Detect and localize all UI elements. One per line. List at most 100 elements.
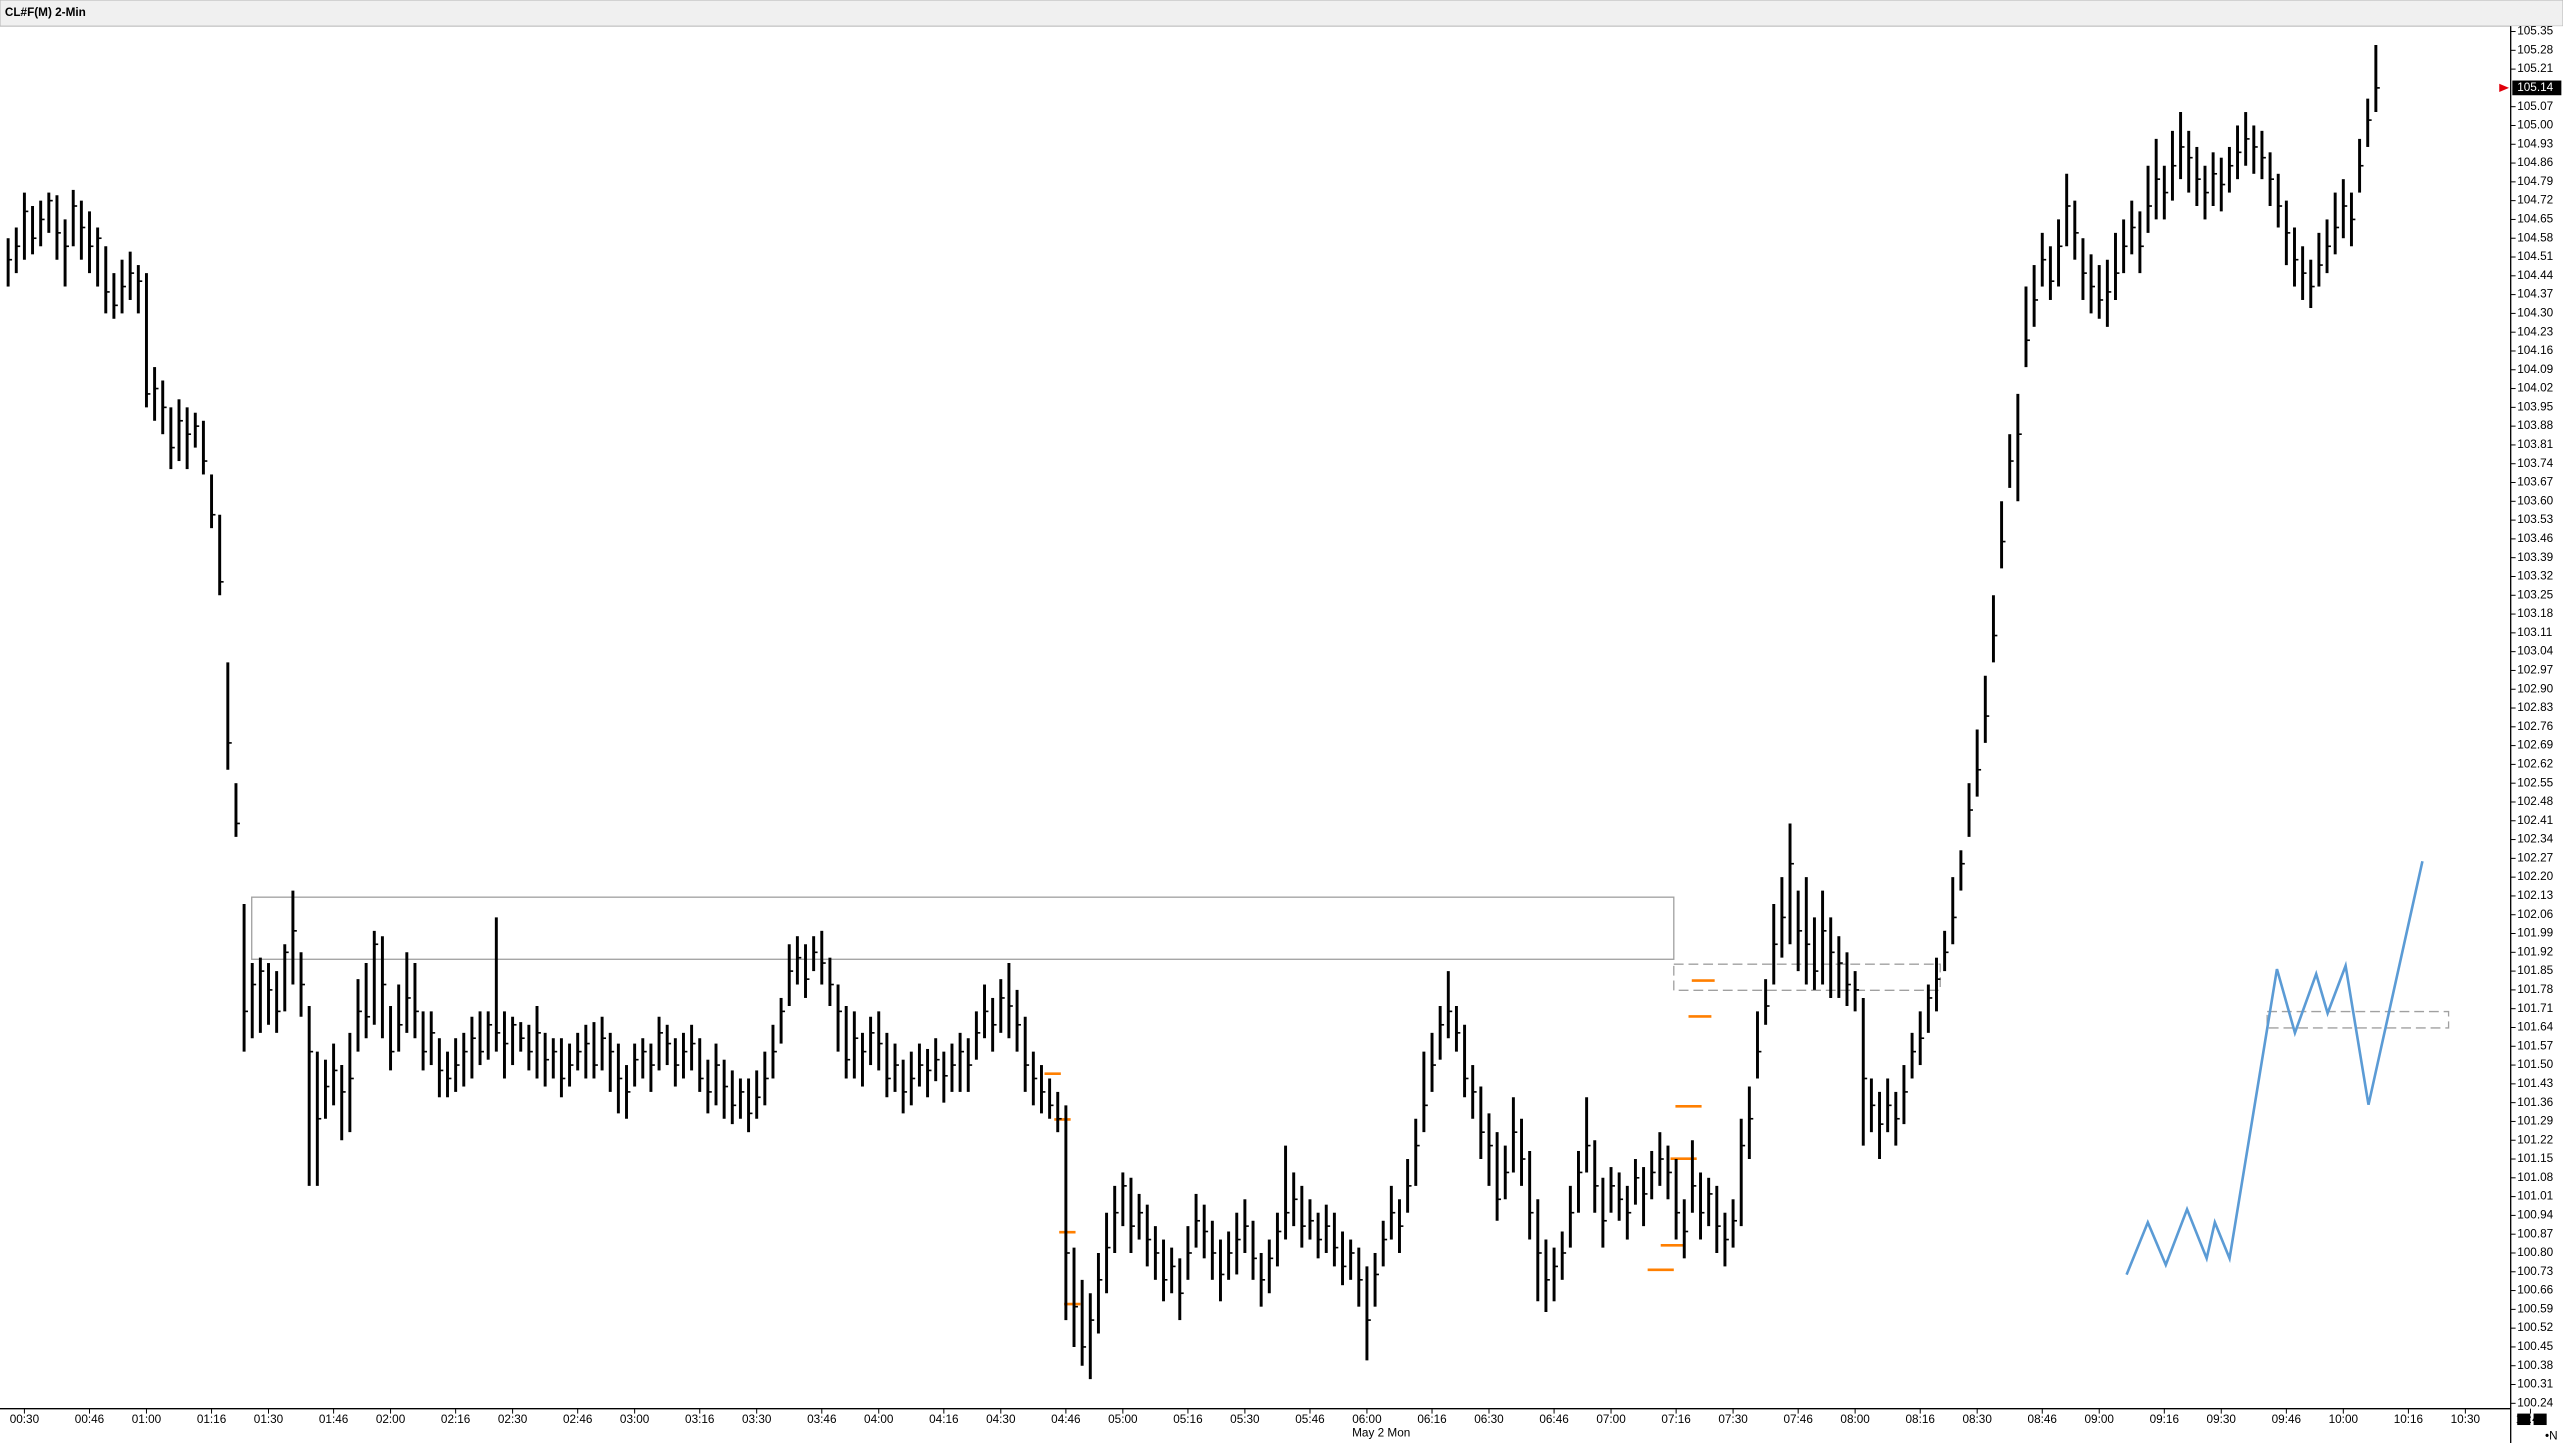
y-tick-label: 104.58 (2517, 231, 2553, 244)
chart-title: CL#F(M) 2-Min (5, 6, 86, 19)
x-tick-label: 07:46 (1783, 1413, 1813, 1426)
last-price-label: 105.14 (2517, 81, 2553, 94)
y-tick-label: 103.11 (2517, 626, 2552, 639)
y-tick-label: 103.53 (2517, 513, 2553, 526)
y-tick-label: 100.52 (2517, 1321, 2553, 1334)
x-tick-label: 01:00 (132, 1413, 162, 1426)
y-tick-label: 102.34 (2517, 833, 2553, 846)
scroll-button[interactable] (2533, 1413, 2547, 1426)
x-tick-label: 08:30 (1962, 1413, 1992, 1426)
projection-path (2125, 860, 2424, 1276)
x-tick-label: 02:00 (376, 1413, 406, 1426)
axes: 105.35 105.28 105.21 105.07 105.00 104.93 104.… (10, 25, 2562, 1426)
x-tick-label: 02:16 (441, 1413, 471, 1426)
y-tick-label: 103.95 (2517, 400, 2553, 413)
y-tick-label: 102.48 (2517, 795, 2553, 808)
y-tick-label: 103.46 (2517, 532, 2553, 545)
y-tick-label: 104.02 (2517, 382, 2553, 395)
y-tick-label: 103.18 (2517, 607, 2553, 620)
x-tick-label: 08:16 (1906, 1413, 1936, 1426)
x-tick-label: 00:30 (10, 1413, 40, 1426)
x-tick-label: 06:16 (1417, 1413, 1447, 1426)
y-tick-label: 101.50 (2517, 1058, 2553, 1071)
y-tick-label: 101.57 (2517, 1039, 2553, 1052)
y-tick-label: 101.64 (2517, 1021, 2553, 1034)
price-bars (6, 44, 2380, 1380)
x-tick-label: 04:30 (986, 1413, 1016, 1426)
zone-box (251, 896, 1675, 960)
y-tick-label: 101.85 (2517, 964, 2553, 977)
x-tick-label: 03:16 (685, 1413, 715, 1426)
y-tick-label: 101.43 (2517, 1077, 2553, 1090)
zone-box-dashed (2266, 1010, 2450, 1029)
y-tick-label: 103.25 (2517, 588, 2553, 601)
y-tick-label: 103.04 (2517, 645, 2553, 658)
y-tick-label: 102.90 (2517, 682, 2553, 695)
y-tick-label: 100.94 (2517, 1209, 2553, 1222)
x-tick-label: 07:30 (1718, 1413, 1748, 1426)
corner-label: •N (2545, 1430, 2558, 1443)
y-tick-label: 104.09 (2517, 363, 2553, 376)
y-tick-label: 105.07 (2517, 100, 2553, 113)
x-tick-label: 03:00 (620, 1413, 650, 1426)
x-tick-label: 04:16 (929, 1413, 959, 1426)
x-tick-label: 05:00 (1108, 1413, 1138, 1426)
y-tick-label: 101.78 (2517, 983, 2553, 996)
y-tick-label: 102.06 (2517, 908, 2553, 921)
y-tick-label: 102.76 (2517, 720, 2553, 733)
price-axis-panel (2510, 26, 2563, 1443)
y-tick-label: 104.65 (2517, 213, 2553, 226)
y-tick-label: 102.41 (2517, 814, 2553, 827)
y-tick-label: 104.16 (2517, 344, 2553, 357)
y-tick-label: 101.71 (2517, 1002, 2553, 1015)
y-tick-label: 103.88 (2517, 419, 2553, 432)
x-tick-label: 10:16 (2394, 1413, 2424, 1426)
y-tick-label: 101.99 (2517, 927, 2553, 940)
y-tick-label: 102.55 (2517, 776, 2553, 789)
y-tick-label: 101.22 (2517, 1133, 2553, 1146)
y-tick-label: 101.29 (2517, 1115, 2553, 1128)
x-tick-label: 10:30 (2451, 1413, 2481, 1426)
x-tick-label: 06:30 (1474, 1413, 1504, 1426)
y-tick-label: 100.59 (2517, 1302, 2553, 1315)
date-label: May 2 Mon (1352, 1426, 1410, 1439)
y-tick-label: 100.87 (2517, 1227, 2553, 1240)
x-tick-label: 06:00 (1352, 1413, 1382, 1426)
y-tick-label: 102.20 (2517, 870, 2553, 883)
y-tick-label: 103.81 (2517, 438, 2553, 451)
y-tick-label: 104.93 (2517, 137, 2553, 150)
x-tick-label: 05:46 (1295, 1413, 1325, 1426)
y-tick-label: 100.66 (2517, 1284, 2553, 1297)
x-tick-label: 04:00 (864, 1413, 894, 1426)
x-tick-label: 09:00 (2085, 1413, 2115, 1426)
level-marks (1044, 979, 1715, 1306)
x-tick-label: 02:46 (563, 1413, 593, 1426)
y-tick-label: 104.51 (2517, 250, 2553, 263)
x-tick-label: 06:46 (1539, 1413, 1569, 1426)
y-tick-label: 100.38 (2517, 1359, 2553, 1372)
y-tick-label: 102.83 (2517, 701, 2553, 714)
x-tick-label: 05:16 (1173, 1413, 1203, 1426)
y-tick-label: 101.15 (2517, 1152, 2553, 1165)
y-tick-label: 102.27 (2517, 851, 2553, 864)
y-tick-label: 100.31 (2517, 1378, 2553, 1391)
x-tick-label: 09:30 (2207, 1413, 2237, 1426)
y-tick-label: 100.24 (2517, 1396, 2553, 1409)
y-tick-label: 103.67 (2517, 476, 2553, 489)
y-tick-label: 101.01 (2517, 1190, 2553, 1203)
y-tick-label: 103.32 (2517, 570, 2553, 583)
scroll-button[interactable] (2517, 1413, 2531, 1426)
y-tick-label: 101.08 (2517, 1171, 2553, 1184)
y-tick-label: 100.80 (2517, 1246, 2553, 1259)
y-tick-label: 105.28 (2517, 43, 2553, 56)
x-tick-label: 02:30 (498, 1413, 528, 1426)
x-tick-label: 00:46 (75, 1413, 105, 1426)
x-tick-label: 08:46 (2028, 1413, 2058, 1426)
y-tick-label: 104.72 (2517, 194, 2553, 207)
y-tick-label: 103.39 (2517, 551, 2553, 564)
y-tick-label: 100.45 (2517, 1340, 2553, 1353)
y-tick-label: 105.00 (2517, 119, 2553, 132)
y-tick-label: 102.69 (2517, 739, 2553, 752)
